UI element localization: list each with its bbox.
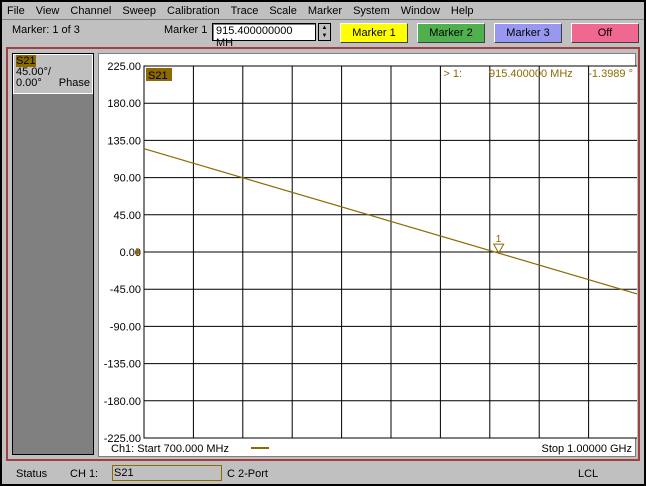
y-tick-label: -180.00 [104,396,141,408]
menu-view[interactable]: View [35,4,60,17]
menu-marker[interactable]: Marker [307,4,343,17]
menu-scale[interactable]: Scale [269,4,297,17]
button-marker-1[interactable]: Marker 1 [340,23,408,43]
trace-label-bg [146,68,172,81]
button-off[interactable]: Off [571,23,639,43]
marker-count: Marker: 1 of 3 [12,24,80,36]
y-tick-label: -90.00 [110,321,141,333]
trace-line [143,148,639,295]
status-param: S21 [112,465,222,481]
y-tick-label: 135.00 [107,135,141,147]
ref-left-arrow-icon [136,248,141,256]
y-tick-label: 0.00 [120,247,141,259]
plot-area[interactable]: 225.00 180.00 135.00 90.00 45.00 0.00 -45.00 -9… [98,53,646,457]
stop-label: Stop 1.00000 GHz [541,443,632,455]
menu-system[interactable]: System [353,4,390,17]
start-label: Ch1: Start 700.000 MHz [111,443,229,455]
button-marker-3[interactable]: Marker 3 [494,23,562,43]
trace-format: Phase [58,77,90,89]
y-tick-label: -45.00 [110,284,141,296]
marker-readout-value: -1.3989 ° [588,68,633,80]
marker-readout-freq: 915.400000 MHz [489,68,573,80]
y-tick-label: 45.00 [113,210,141,222]
menu-channel[interactable]: Channel [70,4,112,17]
menu-bar: File View Channel Sweep Calibration Trace Scal… [2,2,644,20]
trace-sidebar: S21 45.00°/ 0.00° Phase [12,53,94,455]
status-label: Status [16,468,48,480]
menu-sweep[interactable]: Sweep [122,4,157,17]
marker-triangle-icon [492,243,505,255]
channel-frame: S21 45.00°/ 0.00° Phase 225.00 180.00 135.… [6,47,646,461]
trace-name[interactable]: S21 [16,55,36,67]
trace-ref: 0.00° [16,77,42,89]
y-tick-label: 90.00 [113,173,141,185]
menu-trace[interactable]: Trace [230,4,259,17]
marker-label: Marker 1 [164,24,208,36]
button-marker-2[interactable]: Marker 2 [417,23,485,43]
marker-number: 1 [496,234,502,245]
menu-calibration[interactable]: Calibration [167,4,220,17]
menu-help[interactable]: Help [450,4,474,17]
status-channel: CH 1: [70,468,99,480]
status-bar: Status CH 1: S21 C 2-Port LCL [2,462,644,484]
trace-scale: 45.00°/ [16,66,51,78]
status-cal: C 2-Port [227,468,268,480]
phase-chart: 225.00 180.00 135.00 90.00 45.00 0.00 -45.00 -9… [104,61,646,455]
marker-spinner[interactable]: ▲ ▼ [318,23,331,41]
menu-window[interactable]: Window [400,4,440,17]
status-mode: LCL [578,468,599,480]
marker-toolbar: Marker: 1 of 3 Marker 1 915.400000000 MH… [2,21,644,49]
y-tick-label: -225.00 [104,433,141,445]
y-tick-label: -135.00 [104,359,141,371]
y-tick-label: 180.00 [107,98,141,110]
marker-frequency-input[interactable]: 915.400000000 MH [212,23,316,49]
y-tick-label: 225.00 [107,61,141,73]
menu-file[interactable]: File [7,4,25,17]
trace-label: S21 [148,70,168,82]
marker-readout-prefix: > 1: [443,68,462,80]
